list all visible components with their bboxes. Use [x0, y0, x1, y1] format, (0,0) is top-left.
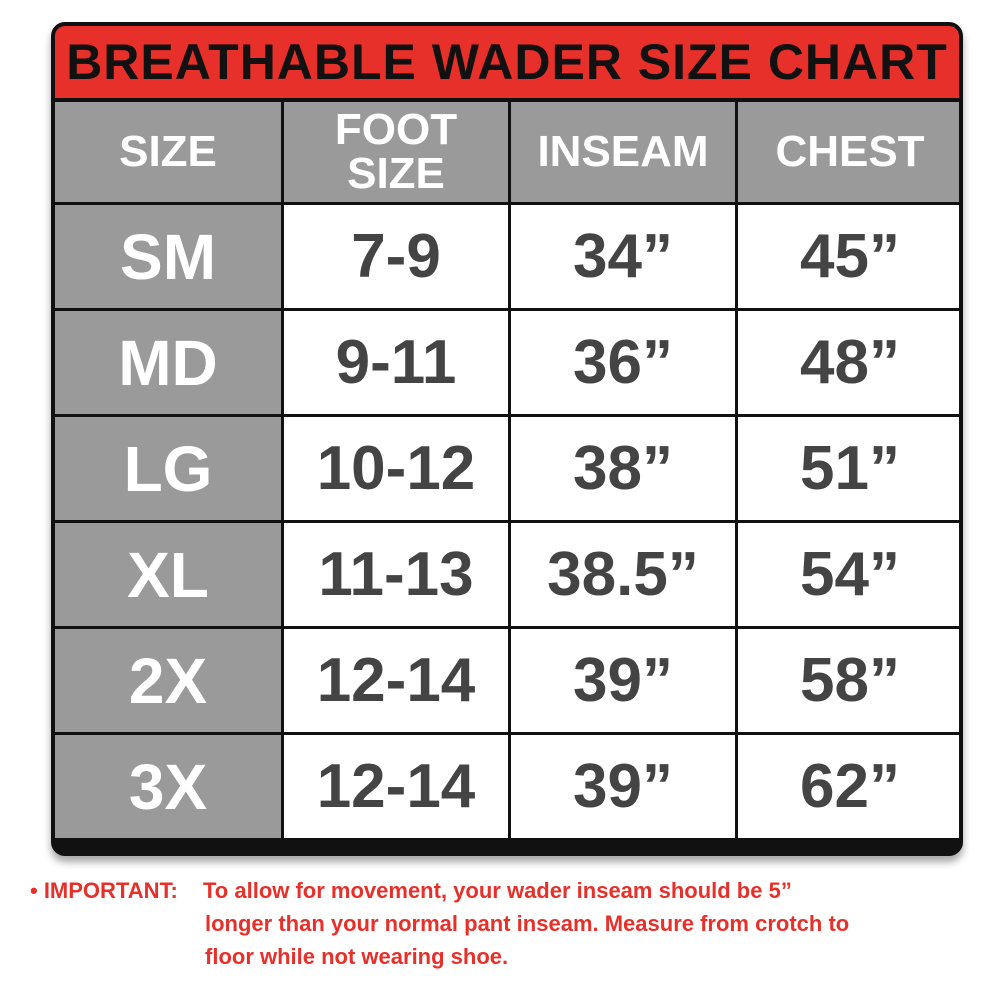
inseam-cell: 34”: [511, 205, 735, 308]
note-line-2: longer than your normal pant inseam. Mea…: [205, 911, 850, 936]
foot-size-cell: 11-13: [284, 523, 508, 626]
header-size: SIZE: [55, 102, 281, 202]
header-foot-size: FOOT SIZE: [284, 102, 508, 202]
inseam-cell: 36”: [511, 311, 735, 414]
header-inseam: INSEAM: [511, 102, 735, 202]
size-cell: MD: [55, 311, 281, 414]
foot-size-cell: 12-14: [284, 629, 508, 732]
size-cell: SM: [55, 205, 281, 308]
note-line-3: floor while not wearing shoe.: [205, 944, 509, 969]
chest-cell: 48”: [738, 311, 959, 414]
size-chart-table: BREATHABLE WADER SIZE CHART SIZE FOOT SI…: [51, 22, 963, 856]
table-grid: SIZE FOOT SIZE INSEAM CHEST SM 7-9 34” 45” M…: [55, 102, 959, 838]
size-cell: 2X: [55, 629, 281, 732]
foot-size-cell: 7-9: [284, 205, 508, 308]
chart-title: BREATHABLE WADER SIZE CHART: [55, 26, 959, 102]
inseam-cell: 38”: [511, 417, 735, 520]
size-cell: LG: [55, 417, 281, 520]
chest-cell: 45”: [738, 205, 959, 308]
chest-cell: 62”: [738, 735, 959, 838]
inseam-cell: 38.5”: [511, 523, 735, 626]
note-label: • IMPORTANT:: [30, 878, 178, 903]
note-line-1: To allow for movement, your wader inseam…: [203, 878, 792, 903]
inseam-cell: 39”: [511, 629, 735, 732]
chest-cell: 58”: [738, 629, 959, 732]
chest-cell: 54”: [738, 523, 959, 626]
size-cell: 3X: [55, 735, 281, 838]
foot-size-cell: 10-12: [284, 417, 508, 520]
foot-size-cell: 12-14: [284, 735, 508, 838]
chest-cell: 51”: [738, 417, 959, 520]
size-cell: XL: [55, 523, 281, 626]
inseam-cell: 39”: [511, 735, 735, 838]
foot-size-cell: 9-11: [284, 311, 508, 414]
header-chest: CHEST: [738, 102, 959, 202]
important-note: • IMPORTANT: To allow for movement, your …: [30, 874, 849, 973]
